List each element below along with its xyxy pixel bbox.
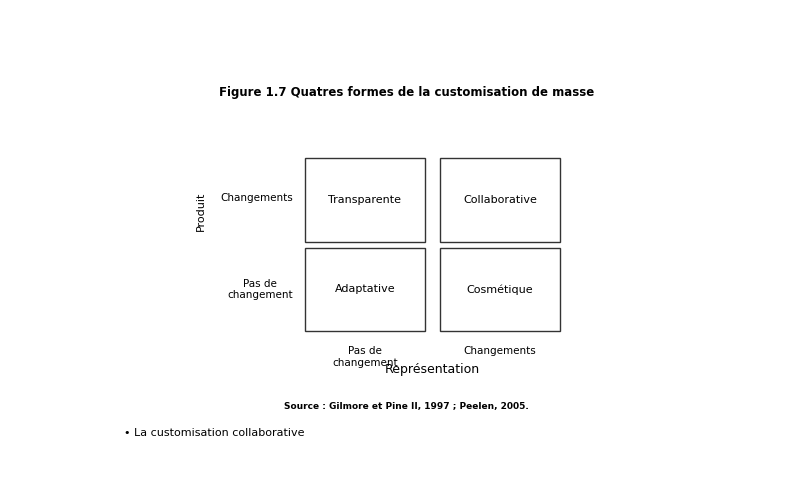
Text: Changements: Changements [220,193,293,203]
Text: Source : Gilmore et Pine II, 1997 ; Peelen, 2005.: Source : Gilmore et Pine II, 1997 ; Peel… [284,402,529,411]
Text: Transparente: Transparente [328,195,401,205]
Text: Collaborative: Collaborative [463,195,537,205]
Text: Changements: Changements [464,346,537,357]
Text: Adaptative: Adaptative [335,285,395,294]
FancyBboxPatch shape [305,247,425,331]
Text: Pas de
changement: Pas de changement [227,279,293,300]
FancyBboxPatch shape [305,158,425,242]
Text: Figure 1.7 Quatres formes de la customisation de masse: Figure 1.7 Quatres formes de la customis… [219,86,594,99]
FancyBboxPatch shape [440,158,560,242]
Text: • La customisation collaborative: • La customisation collaborative [124,428,305,438]
Text: Représentation: Représentation [385,363,480,376]
Text: Produit: Produit [196,192,205,231]
FancyBboxPatch shape [440,247,560,331]
Text: Cosmétique: Cosmétique [467,284,534,294]
Text: Pas de
changement: Pas de changement [332,346,398,368]
